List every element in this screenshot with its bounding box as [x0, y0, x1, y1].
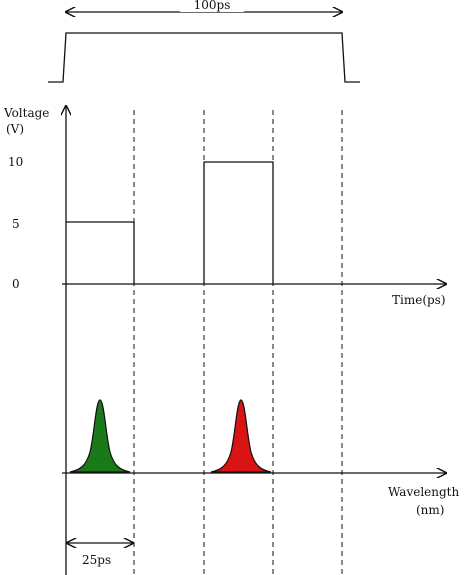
- green-peak: [69, 399, 131, 473]
- time-axis-label: Time(ps): [392, 293, 446, 307]
- top-span-label-bg: [180, 0, 244, 12]
- red-peak: [210, 399, 272, 473]
- wavelength-axis-label: Wavelength: [388, 485, 459, 499]
- voltage-tick-10: 10: [8, 155, 23, 169]
- wavelength-axis-unit: (nm): [416, 503, 444, 517]
- voltage-level-10: [203, 161, 274, 284]
- voltage-tick-0: 0: [12, 277, 20, 291]
- voltage-level-5: [66, 221, 135, 284]
- voltage-tick-5: 5: [12, 217, 20, 231]
- voltage-axis-unit: (V): [6, 122, 24, 136]
- bottom-span-label: 25ps: [82, 553, 111, 567]
- top-span-label: 100ps: [194, 0, 231, 12]
- clock-pulse: [48, 32, 360, 83]
- voltage-axis-label: Voltage: [3, 106, 49, 120]
